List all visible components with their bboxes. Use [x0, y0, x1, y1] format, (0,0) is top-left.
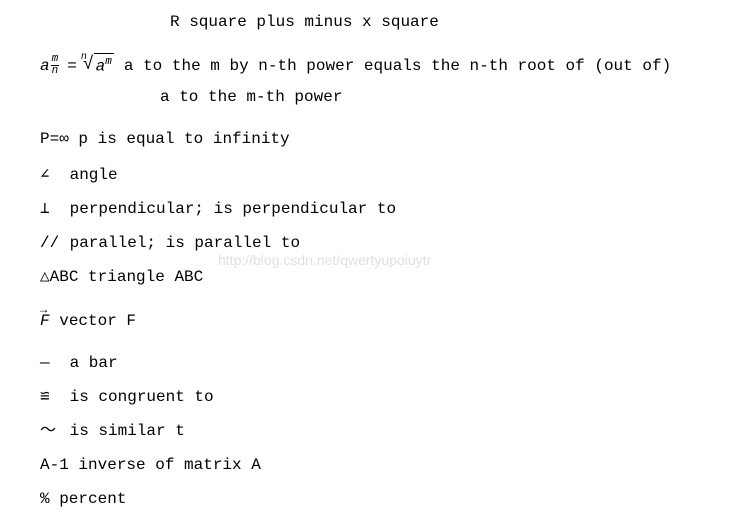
- line-fractional-power: a m n = n √ am a to the m by n-th power …: [40, 52, 710, 79]
- line-vector: → F vector F: [40, 309, 710, 333]
- congruent-text: is congruent to: [60, 388, 214, 406]
- line-2-continuation: a to the m-th power: [40, 85, 710, 109]
- line-percent: % percent: [40, 487, 710, 511]
- line-inverse-matrix: A-1 inverse of matrix A: [40, 453, 710, 477]
- angle-text: angle: [60, 166, 118, 184]
- radical-base: a: [96, 57, 106, 75]
- triangle-symbol: △ABC: [40, 268, 78, 286]
- line-similar: ～ is similar t: [40, 419, 710, 443]
- formula-lhs: a m n: [40, 54, 59, 78]
- frac-denominator: n: [51, 66, 60, 77]
- parallel-text: parallel; is parallel to: [60, 234, 300, 252]
- line-2-text: a to the m by n-th power equals the n-th…: [124, 54, 671, 78]
- triangle-text: triangle ABC: [78, 268, 203, 286]
- line-infinity: P=∞ p is equal to infinity: [40, 127, 710, 151]
- equals-sign: =: [67, 54, 77, 78]
- bar-text: a bar: [60, 354, 118, 372]
- perpendicular-symbol: ⊥: [40, 197, 60, 221]
- infinity-text: p is equal to infinity: [69, 130, 290, 148]
- line-perpendicular: ⊥ perpendicular; is perpendicular to: [40, 197, 710, 221]
- perpendicular-text: perpendicular; is perpendicular to: [60, 200, 396, 218]
- fraction-m-n: m n: [51, 54, 60, 77]
- line-parallel: // parallel; is parallel to: [40, 231, 710, 255]
- radical-index-n: n: [81, 50, 87, 65]
- line-r-square: R square plus minus x square: [40, 10, 710, 34]
- congruent-symbol: ≌: [40, 385, 60, 409]
- document-content: R square plus minus x square a m n = n √…: [40, 10, 710, 511]
- formula-rhs-radical: n √ am: [77, 52, 114, 79]
- parallel-symbol: //: [40, 231, 60, 255]
- infinity-formula: P=∞: [40, 130, 69, 148]
- similar-text: is similar t: [60, 422, 185, 440]
- line-bar: — a bar: [40, 351, 710, 375]
- base-a: a: [40, 54, 50, 78]
- angle-symbol: ∠: [40, 163, 60, 187]
- vector-text: vector F: [50, 312, 136, 330]
- bar-symbol: —: [40, 351, 60, 375]
- vector-arrow-icon: →: [40, 301, 47, 319]
- line-triangle: △ABC triangle ABC: [40, 265, 710, 289]
- line-congruent: ≌ is congruent to: [40, 385, 710, 409]
- vector-f-symbol: → F: [40, 309, 50, 333]
- similar-symbol: ～: [40, 419, 60, 443]
- line-angle: ∠ angle: [40, 163, 710, 187]
- radical-content: am: [94, 53, 114, 78]
- radical-exp: m: [105, 56, 112, 68]
